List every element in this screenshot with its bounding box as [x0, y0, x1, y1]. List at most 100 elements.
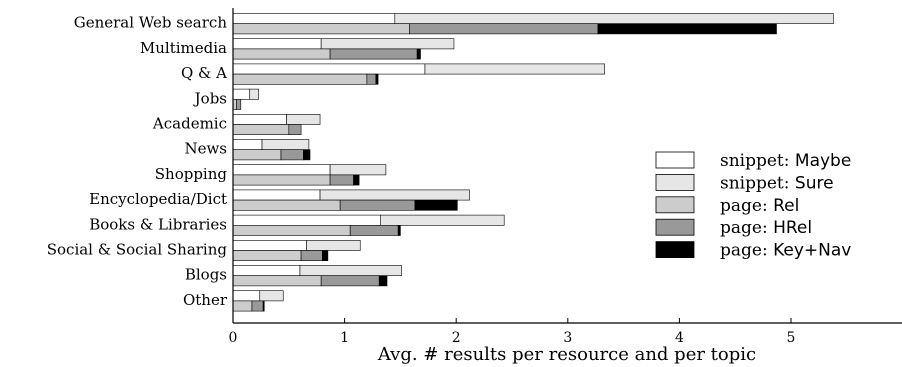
bar-other-page-key-nav — [262, 300, 265, 312]
bar-blogs-page-hrel — [320, 275, 380, 287]
bar-multimedia-page-key-nav — [416, 48, 421, 60]
legend-suffix: Sure — [795, 173, 834, 193]
category-label: Shopping — [155, 165, 228, 183]
bar-encyclopedia-dict-snippet-sure — [319, 189, 470, 201]
bar-social-social-sharing-page-rel — [232, 250, 302, 261]
category-label: Jobs — [193, 89, 227, 107]
bar-shopping-page-key-nav — [353, 174, 360, 186]
legend-prefix: snippet: — [720, 151, 795, 171]
bar-multimedia-page-hrel — [329, 48, 418, 60]
bar-blogs-snippet-sure — [299, 265, 402, 276]
bar-multimedia-snippet-maybe — [232, 38, 322, 50]
x-tick-label: 1 — [340, 330, 349, 346]
bars-group — [232, 13, 834, 312]
category-labels: General Web search Multimedia Q & A Jobs Aca… — [47, 14, 228, 309]
legend-entry-page-rel: page: Rel — [720, 196, 799, 216]
legend-prefix: snippet: — [720, 173, 795, 193]
x-ticks: 0 1 2 3 4 5 — [229, 318, 796, 346]
bar-blogs-snippet-maybe — [232, 265, 301, 276]
bar-news-page-hrel — [280, 149, 304, 161]
bar-blogs-page-key-nav — [378, 275, 388, 287]
x-axis-label: Avg. # results per resource and per topi… — [377, 344, 756, 365]
bar-encyclopedia-dict-page-rel — [232, 199, 341, 211]
bar-news-snippet-maybe — [232, 139, 263, 150]
bar-news-snippet-sure — [261, 139, 310, 150]
bar-jobs-snippet-sure — [249, 88, 259, 100]
bar-multimedia-snippet-sure — [320, 38, 455, 50]
category-label: Q & A — [181, 64, 227, 82]
bar-other-page-hrel — [251, 300, 264, 312]
bar-academic-snippet-maybe — [232, 114, 287, 125]
x-tick-label: 2 — [452, 330, 461, 346]
bar-books-libraries-page-hrel — [349, 225, 399, 236]
category-label: Blogs — [185, 266, 227, 284]
legend-swatch-snippet-sure — [655, 173, 695, 191]
bar-shopping-snippet-sure — [329, 164, 387, 176]
bar-multimedia-page-rel — [232, 48, 331, 60]
bar-q-a-snippet-maybe — [232, 63, 426, 75]
legend-swatch-snippet-maybe — [655, 151, 695, 169]
x-tick-label: 0 — [229, 330, 238, 346]
bar-encyclopedia-dict-page-key-nav — [414, 199, 458, 211]
x-tick-label: 4 — [675, 330, 684, 346]
bar-general-web-search-page-key-nav — [597, 23, 777, 35]
x-tick-label: 5 — [787, 330, 796, 346]
bar-shopping-page-rel — [232, 174, 331, 186]
bar-news-page-rel — [232, 149, 282, 161]
category-label: Other — [183, 291, 228, 309]
bar-other-snippet-sure — [259, 290, 284, 302]
category-label: Books & Libraries — [89, 215, 227, 233]
bar-general-web-search-page-rel — [232, 23, 410, 35]
category-label: News — [184, 140, 227, 158]
category-label: Encyclopedia/Dict — [89, 190, 227, 208]
bar-shopping-snippet-maybe — [232, 164, 331, 176]
bar-books-libraries-page-rel — [232, 225, 351, 236]
bar-blogs-page-rel — [232, 275, 322, 287]
bar-news-page-key-nav — [303, 149, 311, 161]
bar-social-social-sharing-page-hrel — [300, 250, 323, 261]
legend-entry-page-key-nav: page: Key+Nav — [720, 241, 851, 261]
bar-social-social-sharing-snippet-sure — [306, 240, 361, 251]
legend-entry-snippet-sure: snippet: Sure — [720, 173, 834, 193]
legend-suffix: Key+Nav — [773, 241, 851, 261]
legend-swatch-page-hrel — [655, 218, 695, 236]
legend-swatch-page-key-nav — [655, 241, 695, 259]
category-label: General Web search — [74, 14, 228, 32]
category-label: Social & Social Sharing — [47, 241, 228, 259]
bar-jobs-page-hrel — [236, 99, 242, 110]
bar-other-snippet-maybe — [232, 290, 261, 302]
bar-q-a-page-hrel — [366, 73, 377, 85]
legend-prefix: page: — [720, 196, 773, 216]
x-tick-label: 3 — [563, 330, 572, 346]
bar-q-a-page-rel — [232, 73, 368, 85]
bar-other-page-rel — [232, 300, 253, 312]
legend-suffix: HRel — [773, 218, 812, 238]
category-label: Academic — [152, 115, 227, 133]
bar-books-libraries-snippet-maybe — [232, 214, 381, 226]
legend-suffix: Rel — [773, 196, 799, 216]
bar-social-social-sharing-snippet-maybe — [232, 240, 307, 251]
legend-swatch-page-rel — [655, 196, 695, 214]
category-label: Multimedia — [140, 39, 227, 57]
bar-academic-page-hrel — [288, 124, 302, 135]
bar-general-web-search-page-hrel — [409, 23, 599, 35]
bar-general-web-search-snippet-maybe — [232, 13, 396, 24]
legend-suffix: Maybe — [795, 151, 851, 171]
bar-academic-page-rel — [232, 124, 290, 135]
legend-entry-snippet-maybe: snippet: Maybe — [720, 151, 851, 171]
bar-general-web-search-snippet-sure — [394, 13, 834, 24]
bar-jobs-snippet-maybe — [232, 88, 251, 100]
legend-prefix: page: — [720, 241, 773, 261]
bar-academic-snippet-sure — [286, 114, 321, 125]
bar-books-libraries-page-key-nav — [397, 225, 401, 236]
legend-prefix: page: — [720, 218, 773, 238]
bar-q-a-page-key-nav — [375, 73, 379, 85]
bar-q-a-snippet-sure — [424, 63, 605, 75]
bar-encyclopedia-dict-page-hrel — [339, 199, 416, 211]
bar-books-libraries-snippet-sure — [380, 214, 505, 226]
bar-shopping-page-hrel — [329, 174, 354, 186]
legend-entry-page-hrel: page: HRel — [720, 218, 812, 238]
bar-encyclopedia-dict-snippet-maybe — [232, 189, 321, 201]
